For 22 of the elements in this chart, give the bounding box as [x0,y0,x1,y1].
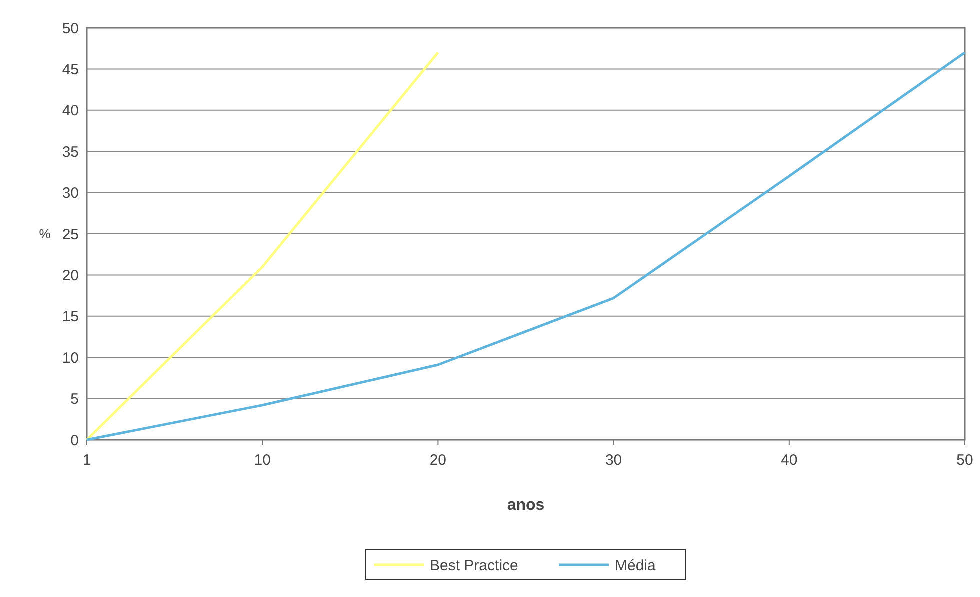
y-tick-label: 5 [70,391,79,408]
x-tick-label: 20 [430,452,447,469]
y-tick-label: 20 [62,267,79,284]
y-tick-label: 50 [62,20,79,38]
y-tick-label: 45 [62,61,79,78]
y-tick-label: 0 [70,432,79,450]
y-tick-label: 40 [62,102,79,120]
y-tick-label: 15 [62,308,79,326]
y-tick-label: 10 [62,350,79,367]
y-tick-label: 30 [62,185,79,202]
x-tick-label: 40 [781,452,798,469]
y-axis-title: % [39,226,52,242]
x-tick-label: 1 [82,452,92,469]
x-tick-label: 50 [956,452,974,469]
legend-label: Best Practice [430,557,518,574]
x-tick-label: 30 [605,452,622,469]
y-tick-label: 25 [62,226,79,244]
x-axis-title: anos [507,497,545,514]
line-series [86,51,966,442]
x-tick-label: 10 [254,452,271,469]
y-tick-label: 35 [62,144,79,161]
legend-label: Média [615,557,657,574]
